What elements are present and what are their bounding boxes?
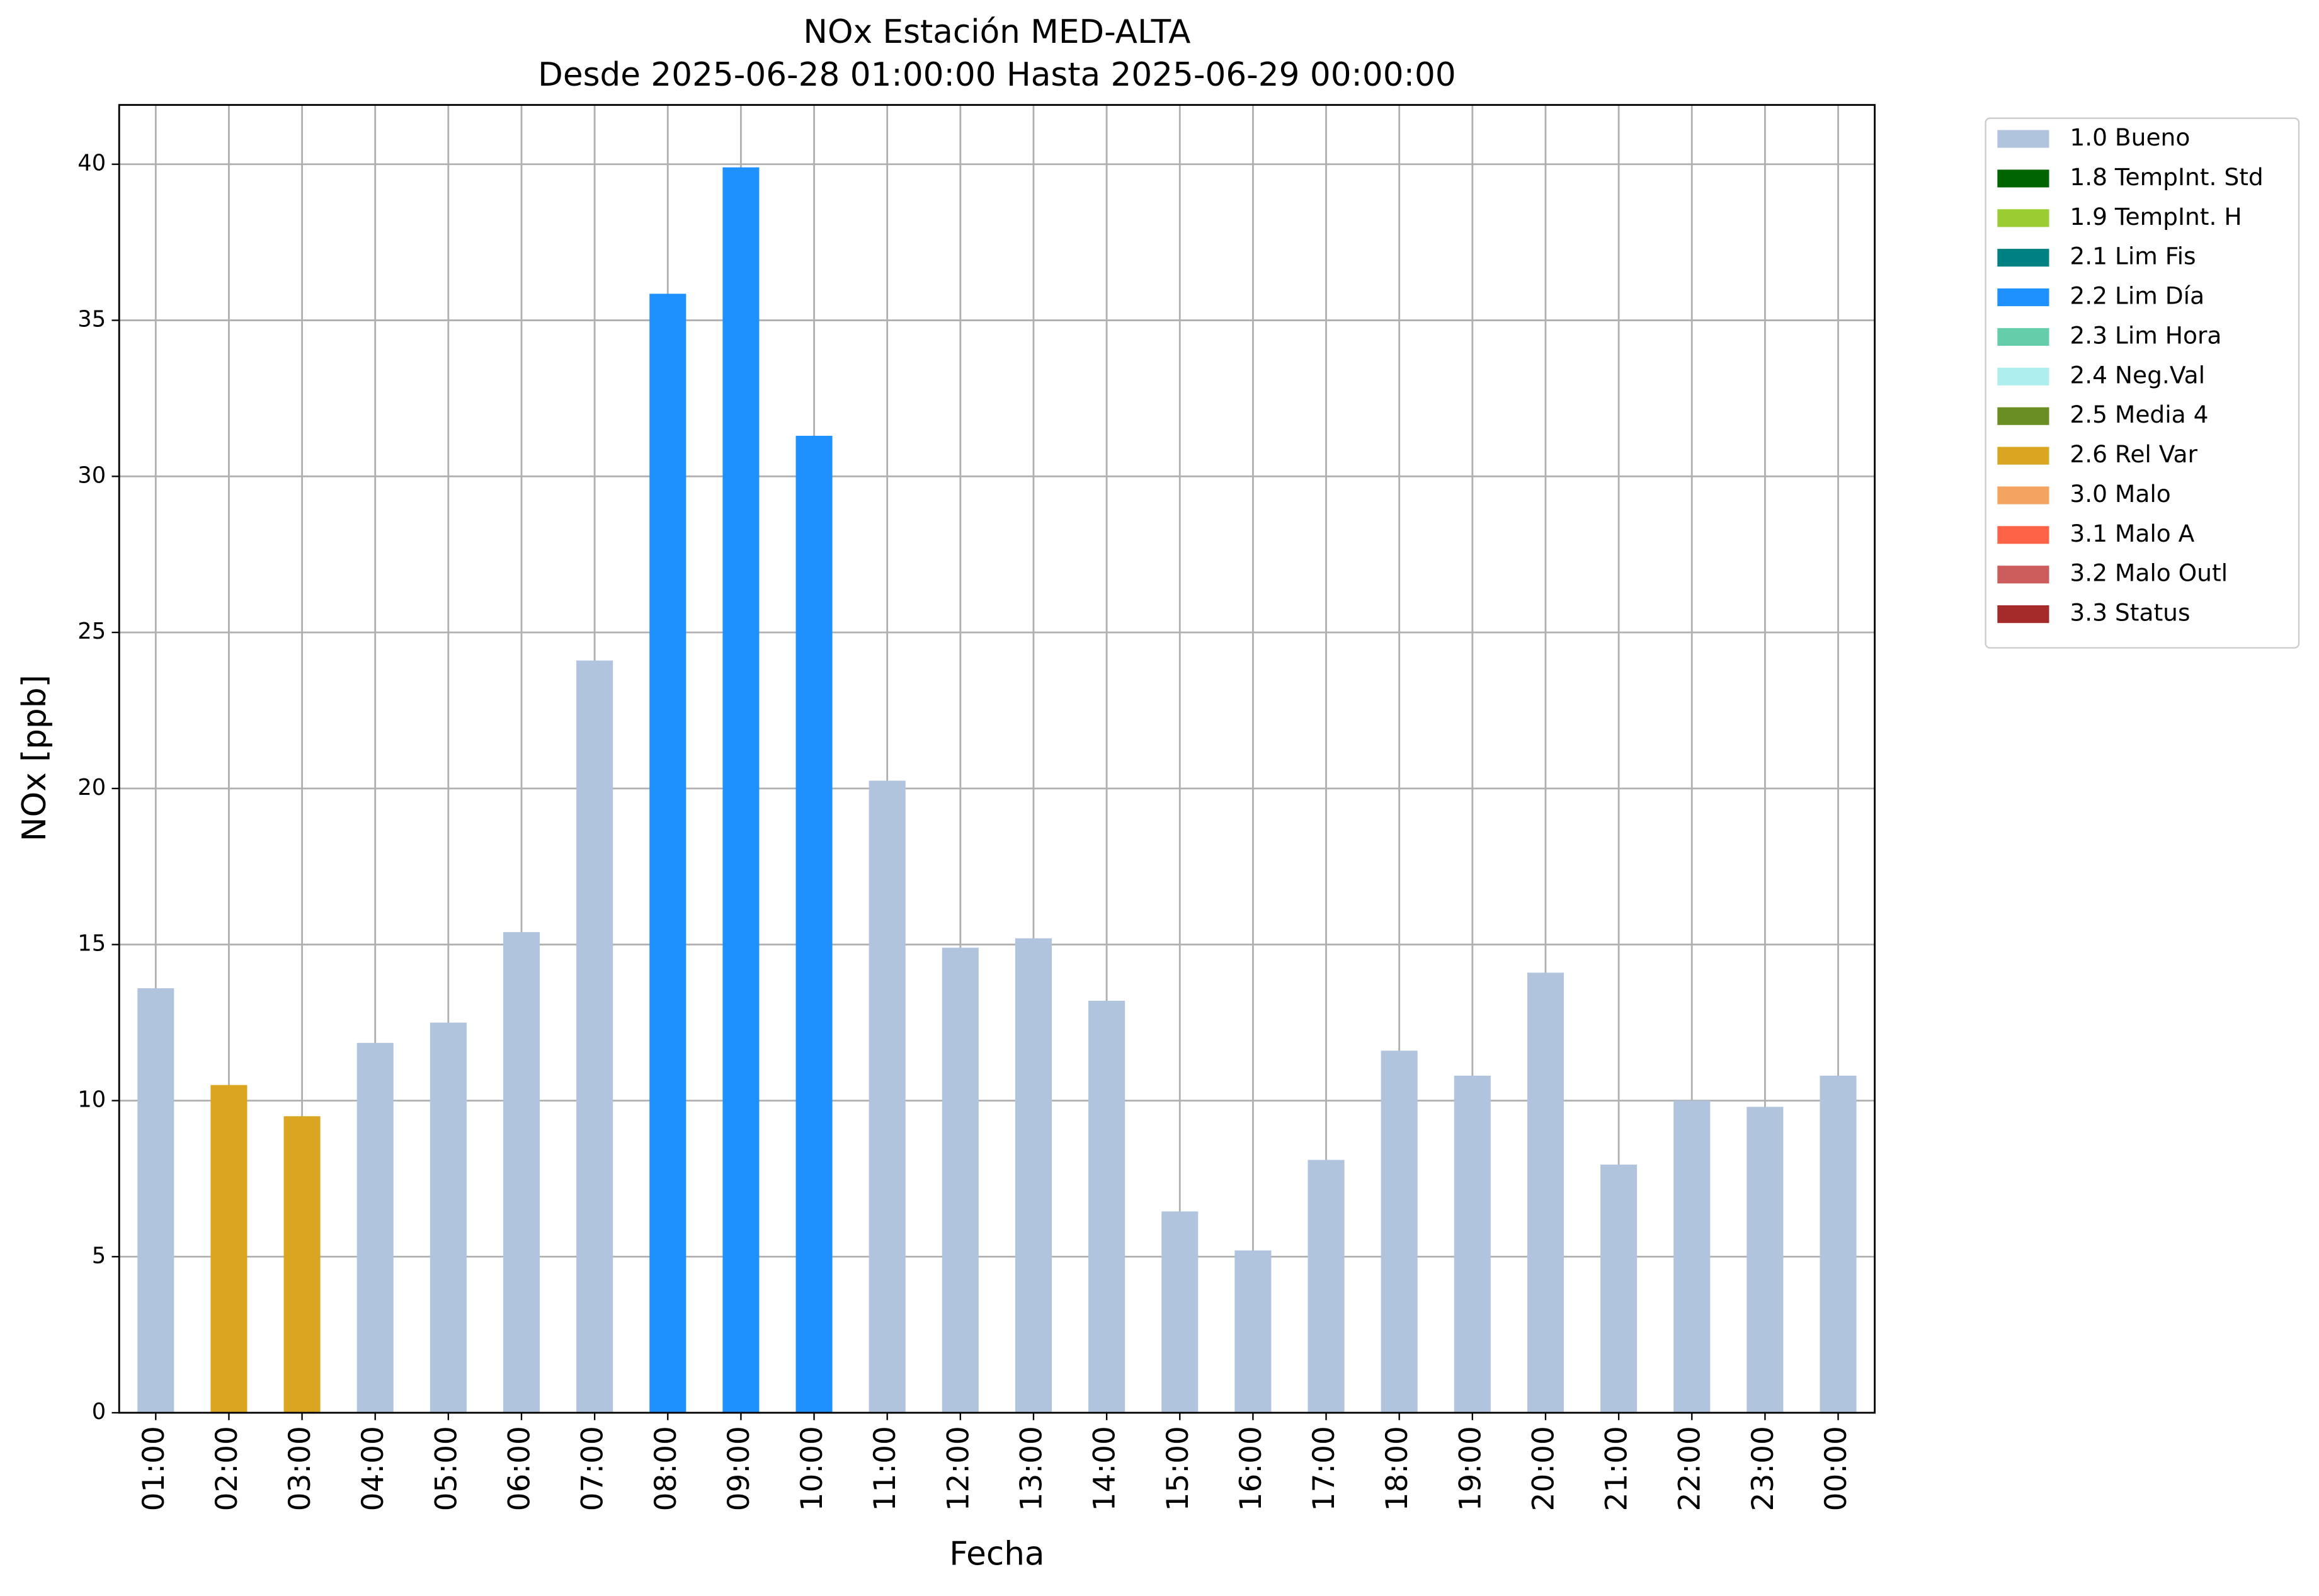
bar (1527, 972, 1564, 1413)
x-tick-label: 10:00 (795, 1426, 829, 1511)
legend-box (1985, 117, 2300, 649)
y-tick-label: 0 (92, 1399, 106, 1425)
x-axis-label: Fecha (949, 1536, 1044, 1573)
x-tick-label: 11:00 (868, 1426, 903, 1511)
legend-patch (1997, 447, 2049, 465)
bar (1381, 1051, 1418, 1413)
x-tick-label: 04:00 (356, 1426, 390, 1511)
legend-label: 2.1 Lim Fis (2070, 242, 2196, 270)
legend-label: 3.0 Malo (2070, 480, 2170, 508)
x-tick-label: 16:00 (1234, 1426, 1268, 1511)
legend-label: 3.3 Status (2070, 599, 2190, 627)
x-tick-label: 12:00 (941, 1426, 976, 1511)
legend-label: 1.9 TempInt. H (2070, 203, 2242, 231)
x-tick-label: 15:00 (1161, 1426, 1195, 1511)
legend-label: 2.6 Rel Var (2070, 440, 2197, 468)
bar (1015, 938, 1052, 1413)
bar (356, 1042, 394, 1413)
x-tick-label: 09:00 (722, 1426, 756, 1511)
bar (210, 1085, 248, 1413)
legend-label: 3.2 Malo Outl (2070, 559, 2228, 587)
legend-patch (1997, 367, 2049, 385)
x-tick-label: 19:00 (1453, 1426, 1488, 1511)
legend-patch (1997, 249, 2049, 267)
x-tick-label: 21:00 (1600, 1426, 1634, 1511)
bar (430, 1022, 467, 1413)
bar (869, 780, 906, 1413)
x-tick-label: 20:00 (1526, 1426, 1561, 1511)
y-tick-label: 25 (77, 618, 106, 644)
y-tick-label: 40 (77, 151, 106, 176)
x-tick-label: 02:00 (210, 1426, 244, 1511)
legend-label: 1.8 TempInt. Std (2070, 163, 2263, 191)
legend-label: 1.0 Bueno (2070, 123, 2190, 151)
legend-patch (1997, 169, 2049, 188)
bar (722, 167, 760, 1413)
bar (1600, 1165, 1638, 1413)
chart-subtitle: Desde 2025-06-28 01:00:00 Hasta 2025-06-… (538, 56, 1456, 94)
x-tick-label: 14:00 (1088, 1426, 1122, 1511)
x-tick-label: 06:00 (502, 1426, 537, 1511)
legend-patch (1997, 566, 2049, 584)
legend-patch (1997, 328, 2049, 346)
x-tick-label: 03:00 (283, 1426, 317, 1511)
legend-label: 2.3 Lim Hora (2070, 321, 2221, 349)
legend-patch (1997, 288, 2049, 307)
bar (1454, 1075, 1491, 1413)
bar (1673, 1100, 1711, 1413)
legend-patch (1997, 605, 2049, 624)
plot-frame (118, 104, 1876, 1414)
x-tick-label: 22:00 (1673, 1426, 1707, 1511)
legend-patch (1997, 130, 2049, 148)
y-tick-label: 15 (77, 931, 106, 957)
y-tick-label: 35 (77, 307, 106, 333)
legend-label: 2.5 Media 4 (2070, 401, 2208, 428)
bar (1088, 1000, 1125, 1413)
bar (1820, 1075, 1857, 1413)
y-tick-label: 5 (92, 1243, 106, 1268)
legend-patch (1997, 407, 2049, 425)
y-tick-label: 10 (77, 1086, 106, 1112)
x-tick-label: 07:00 (576, 1426, 610, 1511)
chart-title: NOx Estación MED-ALTA (803, 13, 1190, 51)
bar (576, 660, 613, 1413)
x-tick-label: 05:00 (429, 1426, 464, 1511)
x-tick-label: 01:00 (137, 1426, 171, 1511)
legend-label: 2.2 Lim Día (2070, 282, 2204, 310)
bar (795, 435, 833, 1413)
bar (283, 1116, 321, 1413)
x-tick-label: 17:00 (1307, 1426, 1342, 1511)
x-tick-label: 23:00 (1746, 1426, 1781, 1511)
legend-patch (1997, 209, 2049, 227)
x-tick-label: 18:00 (1380, 1426, 1415, 1511)
bar (503, 932, 540, 1413)
legend-patch (1997, 486, 2049, 504)
legend-patch (1997, 526, 2049, 544)
bar (942, 947, 979, 1413)
bar (1308, 1160, 1345, 1413)
y-tick-label: 20 (77, 775, 106, 801)
x-tick-label: 13:00 (1014, 1426, 1049, 1511)
bar (137, 988, 174, 1413)
bar (1161, 1211, 1199, 1413)
bar (1746, 1107, 1784, 1413)
bar (649, 294, 687, 1413)
x-tick-label: 08:00 (649, 1426, 683, 1511)
legend-label: 2.4 Neg.Val (2070, 361, 2205, 389)
y-tick-label: 30 (77, 462, 106, 488)
y-axis-label: NOx [ppb] (16, 675, 54, 841)
bar (1234, 1250, 1272, 1413)
x-tick-label: 00:00 (1819, 1426, 1854, 1511)
legend-label: 3.1 Malo A (2070, 520, 2194, 547)
